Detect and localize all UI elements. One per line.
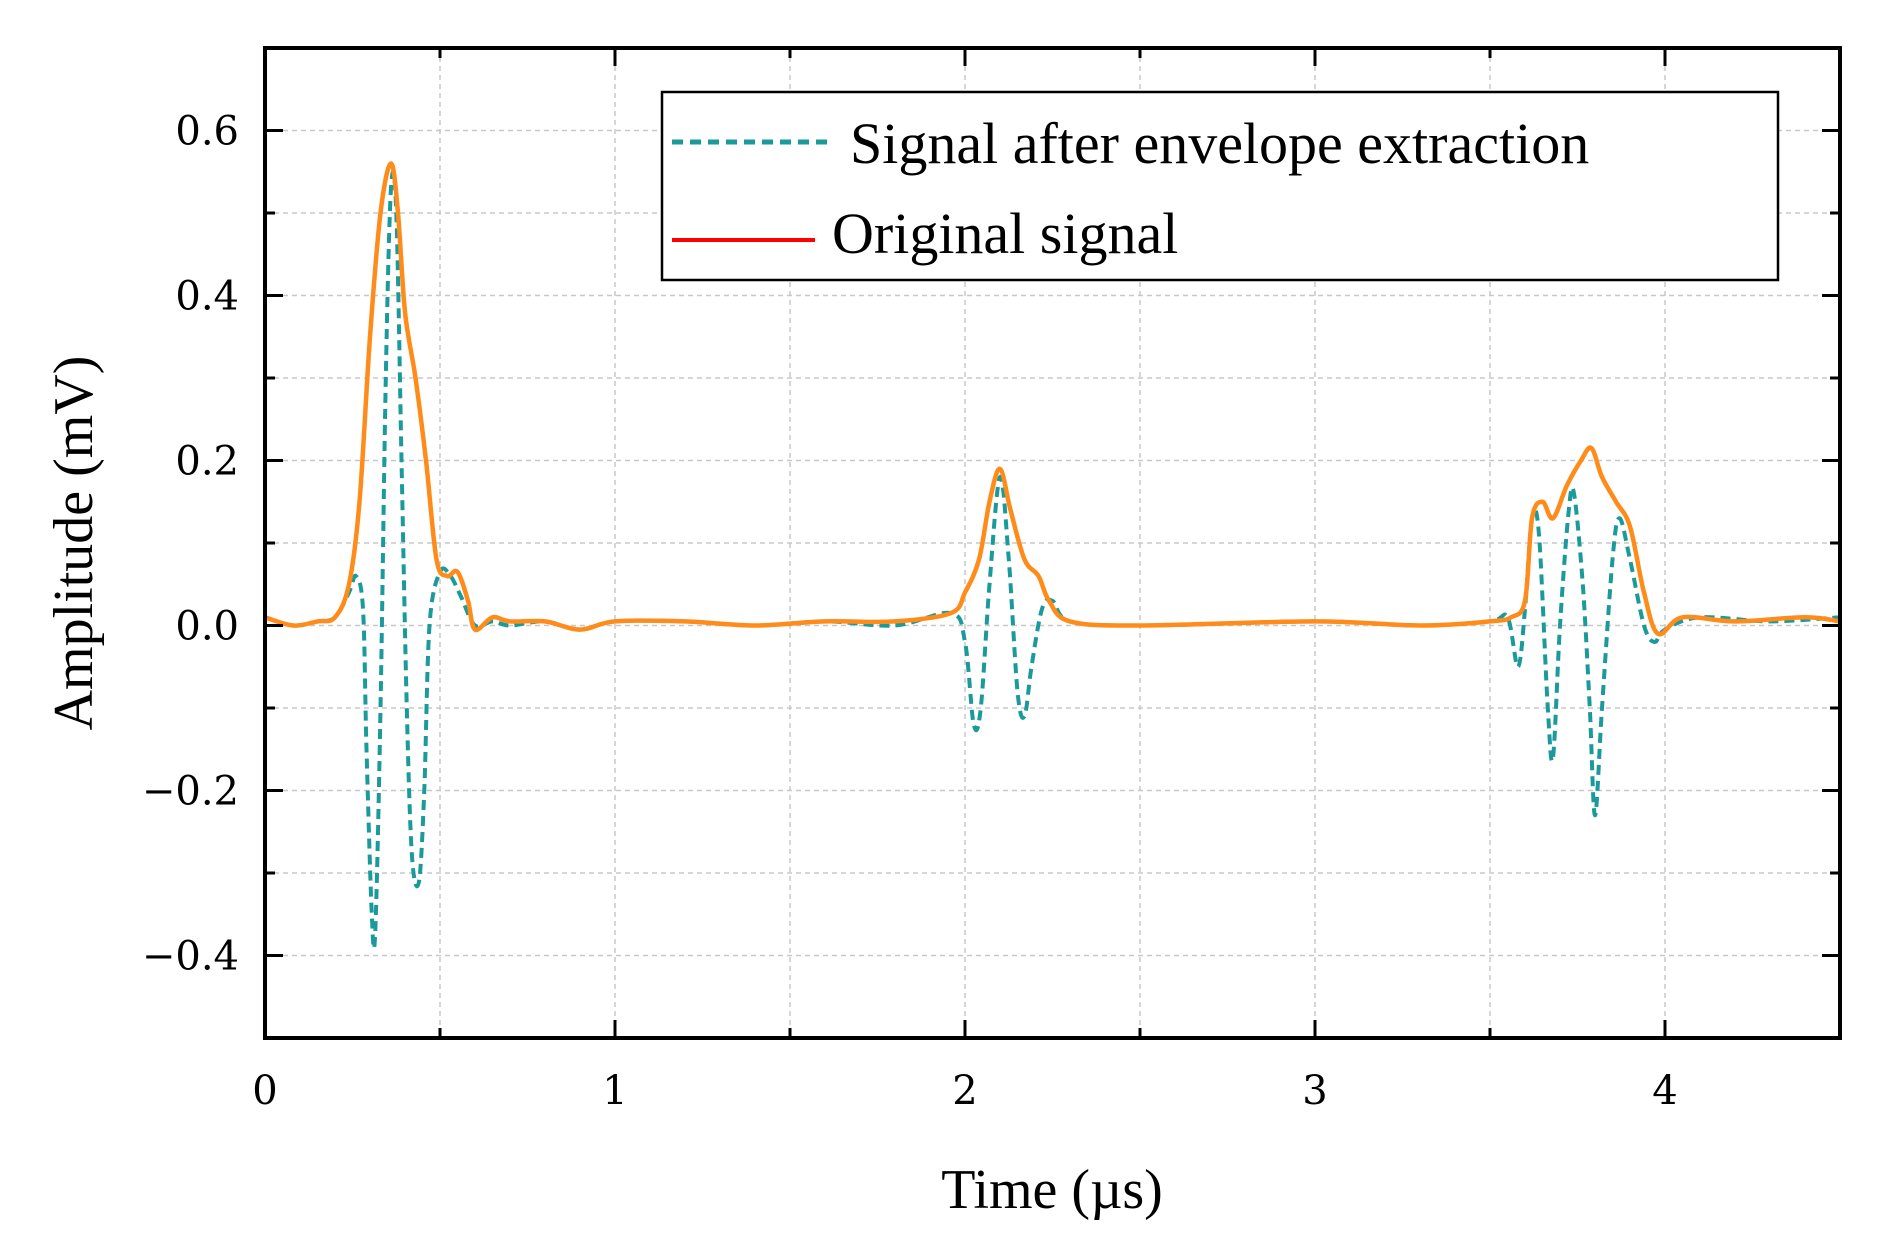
legend: Signal after envelope extraction Origina… [660,90,1780,282]
ticks [263,48,1840,1038]
y-tick-label: 0.0 [175,604,239,650]
legend-label-original: Original signal [832,201,1178,266]
y-tick-label: 0.2 [175,439,239,485]
series-line-original [264,161,1841,637]
y-tick-label: −0.2 [142,769,239,815]
y-tick-label: −0.4 [142,934,239,980]
x-axis-title: Time (µs) [941,1159,1163,1221]
x-tick-label: 3 [1302,1068,1327,1114]
legend-label-envelope: Signal after envelope extraction [850,111,1589,176]
y-tick-label: 0.6 [175,109,239,155]
x-tick-label: 2 [952,1068,977,1114]
x-tick-label: 0 [252,1068,277,1114]
legend-box [660,90,1780,282]
x-tick-label: 1 [602,1068,627,1114]
series-layer [264,161,1841,951]
series-line-envelope [264,170,1841,951]
y-tick-label: 0.4 [175,274,239,320]
tick-labels: 0 1 2 3 4 −0.4 −0.2 0.0 0.2 0.4 0.6 [142,109,1678,1115]
y-axis-title: Amplitude (mV) [43,356,105,731]
x-tick-label: 4 [1652,1068,1677,1114]
